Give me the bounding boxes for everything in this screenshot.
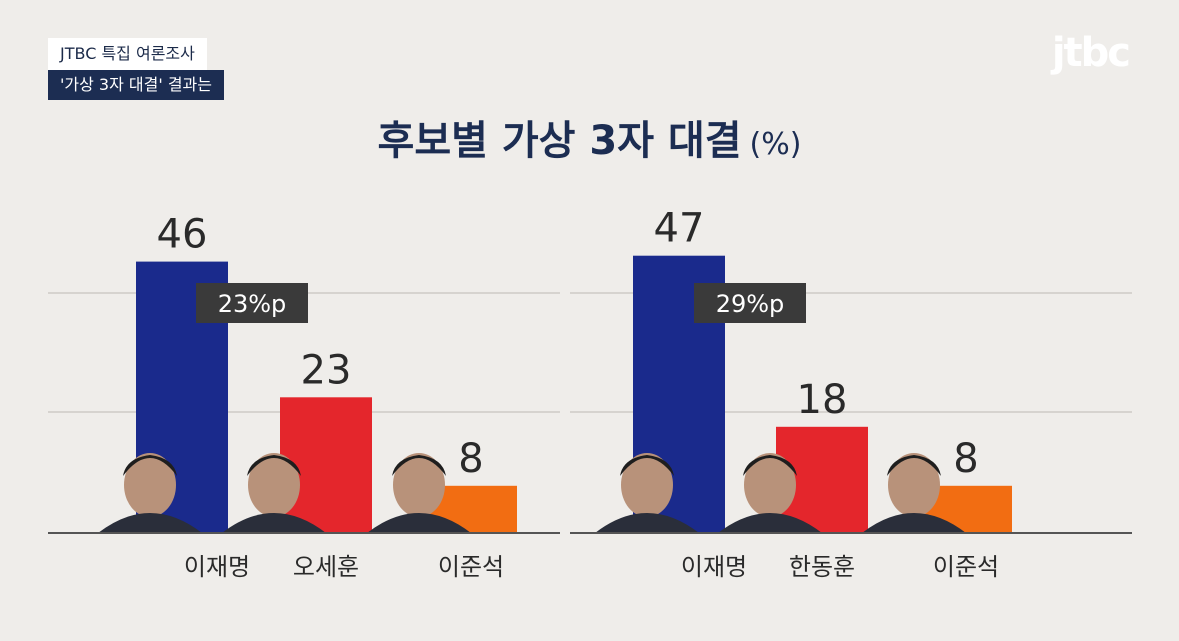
gap-annotation-2: 29%p (716, 290, 785, 318)
portrait-hair-1-1 (123, 455, 177, 476)
portrait-hair-1-2 (247, 455, 301, 476)
portrait-face-1-2 (248, 453, 300, 517)
category-label-1-1: 이재명 (184, 553, 250, 581)
category-label-1-2: 오세훈 (293, 553, 359, 581)
gap-annotation-box-2 (694, 283, 806, 323)
portrait-face-1-1 (124, 453, 176, 517)
jtbc-logo: jtbc (1051, 30, 1131, 76)
portrait-body-2-2 (718, 513, 822, 533)
chart-title-unit: (%) (749, 127, 802, 162)
category-label-2-2: 한동훈 (789, 553, 855, 581)
bar-value-1-3: 8 (458, 436, 483, 482)
caption-line-1: JTBC 특집 여론조사 (48, 38, 207, 70)
portrait-body-1-3 (367, 513, 471, 533)
chart-title: 후보별 가상 3자 대결 (%) (0, 108, 1179, 166)
portrait-face-2-3 (888, 453, 940, 517)
chart-title-text: 후보별 가상 3자 대결 (377, 118, 742, 164)
category-label-2-1: 이재명 (681, 553, 747, 581)
bar-value-1-2: 23 (301, 347, 352, 393)
portrait-body-2-1 (595, 513, 699, 533)
portrait-hair-1-3 (392, 455, 446, 476)
category-label-1-3: 이준석 (438, 553, 504, 581)
bar-value-2-2: 18 (797, 377, 848, 423)
portrait-hair-2-1 (620, 455, 674, 476)
gap-annotation-box-1 (196, 283, 308, 323)
category-label-2-3: 이준석 (933, 553, 999, 581)
caption-line-2: '가상 3자 대결' 결과는 (48, 70, 224, 100)
portrait-hair-2-2 (743, 455, 797, 476)
bar-value-2-3: 8 (953, 436, 978, 482)
portrait-face-2-1 (621, 453, 673, 517)
portrait-body-2-3 (862, 513, 966, 533)
portrait-body-1-1 (98, 513, 202, 533)
portrait-body-1-2 (222, 513, 326, 533)
gap-annotation-1: 23%p (218, 290, 287, 318)
bar-value-1-1: 46 (157, 212, 208, 258)
portrait-face-1-3 (393, 453, 445, 517)
portrait-face-2-2 (744, 453, 796, 517)
bar-value-2-1: 47 (654, 206, 705, 252)
portrait-hair-2-3 (887, 455, 941, 476)
